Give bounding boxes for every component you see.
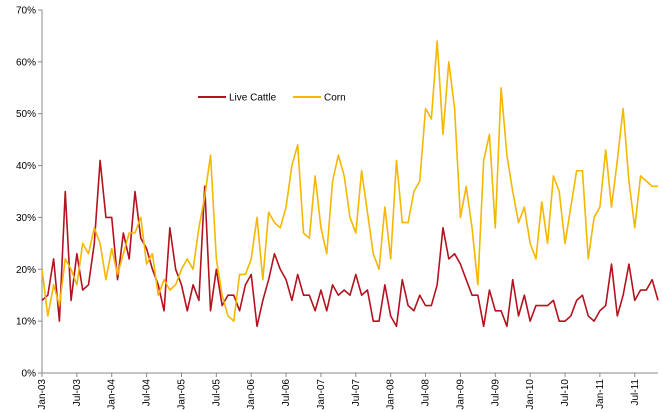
x-tick-label: Jan-03 [37, 379, 48, 410]
y-tick-label: 50% [16, 109, 36, 120]
x-tick-label: Jul-08 [421, 379, 432, 407]
x-tick-label: Jan-11 [595, 379, 606, 409]
x-tick-label: Jul-11 [630, 379, 641, 406]
x-tick-label: Jan-09 [455, 379, 466, 410]
x-tick-label: Jul-05 [211, 379, 222, 407]
legend-label: Live Cattle [229, 93, 277, 104]
x-tick-label: Jul-07 [351, 379, 362, 407]
x-tick-label: Jul-04 [142, 379, 153, 407]
x-tick-label: Jan-10 [525, 379, 536, 410]
x-tick-label: Jan-06 [246, 379, 257, 410]
x-tick-label: Jan-04 [107, 379, 118, 410]
x-tick-label: Jul-10 [560, 379, 571, 407]
x-tick-label: Jan-07 [316, 379, 327, 410]
y-tick-label: 20% [16, 265, 36, 276]
y-tick-label: 0% [22, 369, 37, 380]
x-tick-label: Jul-09 [490, 379, 501, 407]
y-tick-label: 40% [16, 161, 36, 172]
legend-label: Corn [324, 93, 346, 104]
x-tick-label: Jul-06 [281, 379, 292, 407]
x-tick-label: Jul-03 [72, 379, 83, 407]
y-tick-label: 70% [16, 6, 36, 17]
x-tick-label: Jan-05 [176, 379, 187, 410]
y-tick-label: 30% [16, 213, 36, 224]
series-line [41, 40, 658, 322]
x-tick-label: Jan-08 [386, 379, 397, 410]
y-tick-label: 60% [16, 57, 36, 68]
y-tick-label: 10% [16, 317, 36, 328]
